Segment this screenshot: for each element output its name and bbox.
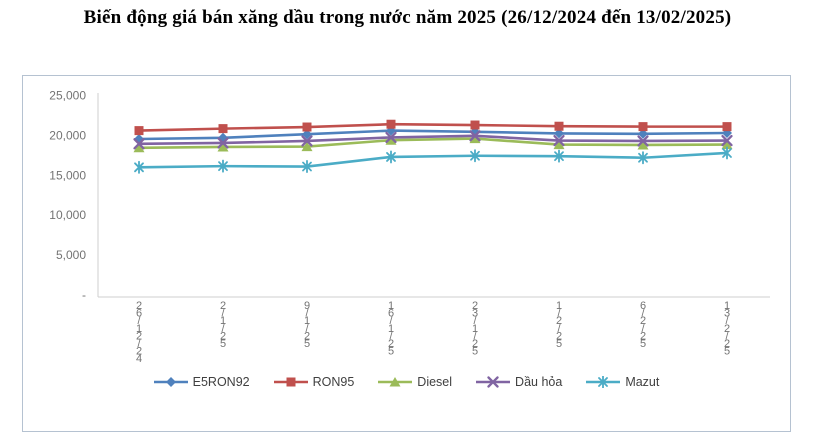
series-line-Mazut xyxy=(138,151,728,169)
series-line-E5RON92 xyxy=(138,129,728,141)
legend-item-Dầu hỏa: Dầu hỏa xyxy=(476,375,562,389)
legend-swatch-square-icon xyxy=(273,377,308,387)
y-axis-tick-label: - xyxy=(82,288,86,302)
y-axis-tick-label: 15,000 xyxy=(49,168,86,182)
marker-Mazut-6 xyxy=(638,151,648,165)
marker-Mazut-7 xyxy=(722,146,732,160)
marker-Diesel-6 xyxy=(637,139,649,150)
legend-label: Diesel xyxy=(417,375,453,389)
marker-RON95-7 xyxy=(722,122,732,132)
marker-Mazut-2 xyxy=(302,160,312,174)
marker-E5RON92-6 xyxy=(638,128,648,139)
marker-Dầu hỏa-0 xyxy=(133,138,145,150)
legend-label: Mazut xyxy=(625,375,660,389)
marker-Dầu hỏa-2 xyxy=(301,135,313,147)
legend-item-Mazut: Mazut xyxy=(586,375,659,389)
marker-Mazut-4 xyxy=(470,149,480,163)
marker-RON95-5 xyxy=(554,121,564,131)
series-Diesel xyxy=(133,133,733,153)
x-axis-category-label: 2/1/2 5 xyxy=(220,300,226,350)
series-line-Dầu hỏa xyxy=(138,134,728,146)
legend-item-RON95: RON95 xyxy=(273,375,355,389)
y-axis-tick-label: 25,000 xyxy=(49,89,86,103)
x-axis-category-label: 2 3/1/2 5 xyxy=(472,300,478,358)
y-axis-tick-label: 20,000 xyxy=(49,128,86,142)
marker-Diesel-4 xyxy=(469,133,481,144)
marker-Dầu hỏa-1 xyxy=(217,137,229,149)
marker-Mazut-0 xyxy=(134,160,144,174)
legend-label: Dầu hỏa xyxy=(515,375,563,389)
marker-E5RON92-1 xyxy=(218,132,228,143)
marker-Mazut-1 xyxy=(218,159,228,173)
marker-Diesel-0 xyxy=(133,142,145,153)
marker-Dầu hỏa-3 xyxy=(385,131,397,144)
marker-Dầu hỏa-4 xyxy=(469,130,481,142)
x-axis-category-label: 1 6/1/2 5 xyxy=(388,300,394,358)
marker-Mazut-3 xyxy=(386,150,396,164)
marker-E5RON92-5 xyxy=(554,128,564,139)
marker-Diesel-5 xyxy=(553,139,565,150)
series-RON95 xyxy=(134,119,732,136)
chart-svg: 25,000 20,000 15,000 10,000 5,000 - 2 6/1 2/2 4 2/… xyxy=(49,89,770,365)
series-Mazut xyxy=(134,146,732,174)
marker-Diesel-3 xyxy=(385,135,397,145)
x-axis-category-label: 9/1/2 5 xyxy=(304,300,310,350)
legend-swatch-asterisk-icon xyxy=(586,376,621,388)
marker-Dầu hỏa-5 xyxy=(553,134,565,147)
x-axis-category-label: 1/2/2 5 xyxy=(556,300,562,350)
x-axis-category-label: 2 6/1 2/2 4 xyxy=(136,300,142,365)
marker-RON95-3 xyxy=(386,119,396,129)
marker-E5RON92-7 xyxy=(722,128,732,139)
legend-swatch-triangle-icon xyxy=(378,377,413,387)
marker-Dầu hỏa-6 xyxy=(637,135,649,147)
chart-legend: E5RON92 RON95 Diesel Dầu hỏa Mazut xyxy=(23,375,790,389)
x-axis-category-label: 1 3/2/2 5 xyxy=(724,300,730,358)
legend-label: E5RON92 xyxy=(192,375,250,389)
x-axis-category-label: 6/2/2 5 xyxy=(640,300,646,350)
marker-Diesel-7 xyxy=(721,139,733,150)
marker-Diesel-1 xyxy=(217,141,229,152)
chart-container: 25,000 20,000 15,000 10,000 5,000 - 2 6/1 2/2 4 2/… xyxy=(22,75,791,432)
legend-item-Diesel: Diesel xyxy=(378,375,452,389)
legend-label: RON95 xyxy=(312,375,355,389)
legend-swatch-diamond-icon xyxy=(153,377,188,387)
marker-RON95-6 xyxy=(638,122,648,132)
y-axis-tick-label: 10,000 xyxy=(49,208,86,222)
marker-Dầu hỏa-7 xyxy=(721,134,733,147)
marker-RON95-0 xyxy=(134,126,144,136)
marker-Diesel-2 xyxy=(301,141,313,152)
marker-RON95-4 xyxy=(470,120,480,130)
marker-Mazut-5 xyxy=(554,149,564,163)
y-axis-tick-label: 5,000 xyxy=(56,248,86,262)
series-line-Diesel xyxy=(138,137,728,150)
series-Dầu hỏa xyxy=(133,130,733,150)
chart-title: Biến động giá bán xăng dầu trong nước nă… xyxy=(83,7,732,28)
legend-item-E5RON92: E5RON92 xyxy=(153,375,250,389)
series-line-RON95 xyxy=(138,122,727,132)
marker-E5RON92-2 xyxy=(302,129,312,140)
marker-RON95-2 xyxy=(302,122,312,132)
marker-RON95-1 xyxy=(218,124,228,134)
legend-swatch-x-icon xyxy=(476,376,511,388)
